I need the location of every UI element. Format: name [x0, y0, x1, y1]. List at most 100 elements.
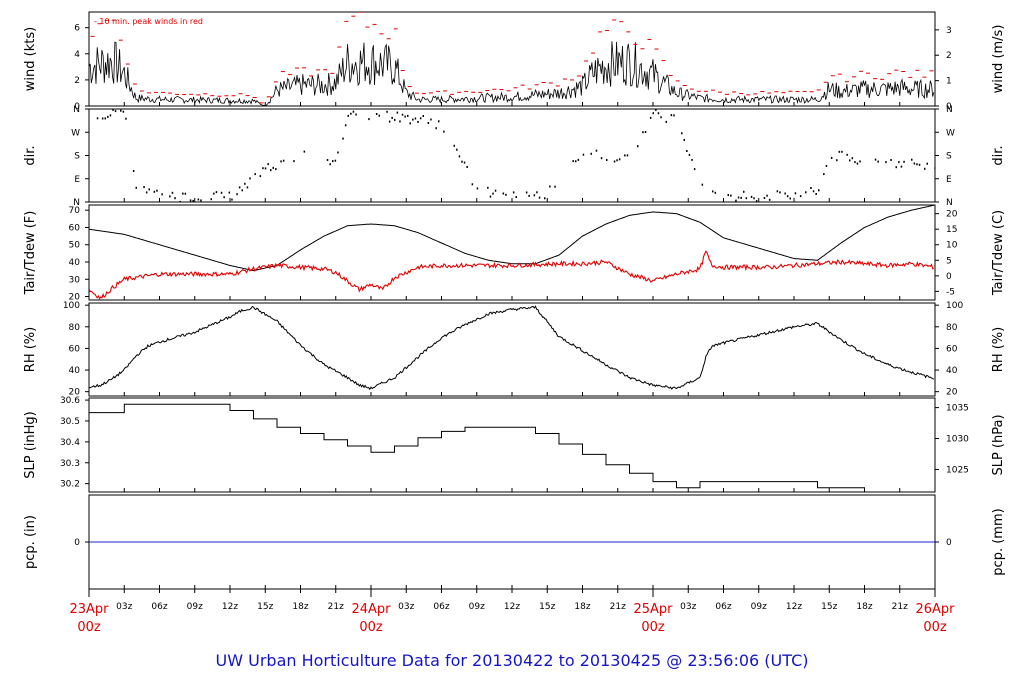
direction-point: [241, 189, 243, 192]
time-tick-label: 21z: [892, 602, 908, 612]
direction-point: [153, 190, 156, 193]
right-axis-label: wind (m/s): [991, 25, 1006, 94]
time-tick-label: 15z: [257, 602, 273, 612]
direction-point: [714, 191, 717, 194]
direction-point: [244, 182, 246, 185]
direction-point: [575, 160, 577, 163]
left-tick-label: S: [74, 152, 80, 162]
time-tick-label: 12z: [786, 602, 802, 612]
direction-point: [332, 160, 334, 163]
time-tick-label: 12z: [222, 602, 238, 612]
direction-point: [505, 193, 507, 196]
direction-point: [613, 160, 616, 163]
time-tick-label: 15z: [821, 602, 837, 612]
right-tick-label: N: [946, 105, 953, 115]
right-tick-label: 5: [946, 256, 952, 266]
direction-point: [264, 167, 267, 170]
direction-point: [836, 159, 838, 162]
direction-point: [644, 131, 647, 133]
time-tick-label: 12z: [504, 602, 520, 612]
direction-point: [396, 111, 399, 114]
direction-point: [805, 191, 807, 194]
direction-point: [637, 145, 639, 148]
direction-point: [515, 196, 517, 198]
direction-point: [745, 197, 748, 200]
direction-point: [104, 117, 106, 120]
direction-point: [422, 115, 424, 117]
direction-point: [272, 166, 274, 169]
direction-point: [179, 200, 181, 202]
direction-point: [174, 197, 176, 200]
direction-point: [417, 120, 419, 123]
left-tick-label: W: [71, 128, 80, 138]
date-time-label: 00z: [359, 620, 383, 635]
direction-point: [456, 148, 458, 151]
date-time-label: 00z: [641, 620, 665, 635]
direction-point: [779, 191, 781, 194]
left-tick-label: 80: [69, 323, 81, 333]
panel-slp: 30.2 30.3 30.4 30.5 30.6 1025 1030 1035 SLP (inH…: [23, 396, 1006, 493]
direction-point: [249, 177, 251, 180]
direction-point: [453, 144, 455, 147]
direction-point: [259, 175, 262, 178]
direction-point: [683, 138, 685, 141]
direction-point: [712, 190, 714, 193]
panel-frame: [88, 11, 936, 107]
direction-point: [670, 114, 673, 117]
direction-point: [727, 194, 729, 197]
direction-point: [766, 194, 768, 197]
direction-point: [846, 153, 848, 156]
direction-point: [401, 113, 404, 116]
air-temperature-line: [89, 205, 934, 272]
plot-area-temperature: [89, 205, 935, 300]
direction-point: [200, 199, 202, 202]
direction-point: [786, 195, 789, 198]
direction-point: [652, 112, 654, 115]
direction-point: [107, 115, 109, 118]
right-tick-label: 3: [946, 26, 952, 36]
direction-point: [900, 165, 903, 168]
direction-point: [794, 192, 797, 195]
left-axis-label: Tair/Tdew (F): [23, 211, 38, 296]
time-tick-label: 21z: [328, 602, 344, 612]
direction-point: [502, 192, 505, 195]
direction-point: [352, 110, 355, 113]
left-axis-label: pcp. (in): [23, 515, 38, 569]
date-time-label: 00z: [77, 620, 101, 635]
time-tick-label: 03z: [680, 602, 696, 612]
panel-frame: [88, 108, 936, 203]
left-tick-label: 60: [69, 223, 81, 233]
chart-title: UW Urban Horticulture Data for 20130422 …: [216, 651, 809, 670]
left-tick-label: 60: [69, 344, 81, 354]
direction-point: [169, 195, 171, 198]
direction-point: [618, 158, 621, 161]
direction-point: [735, 199, 737, 202]
direction-point: [466, 166, 468, 168]
direction-point: [854, 161, 856, 164]
direction-point: [528, 194, 530, 197]
time-tick-label: 06z: [715, 602, 731, 612]
direction-point: [926, 162, 928, 165]
direction-point: [874, 158, 877, 161]
right-tick-label: W: [946, 128, 955, 138]
left-tick-label: E: [74, 175, 80, 185]
right-tick-label: 20: [946, 210, 958, 220]
direction-point: [368, 118, 370, 121]
direction-point: [494, 189, 497, 192]
humidity-line: [89, 305, 935, 391]
direction-point: [347, 114, 349, 117]
direction-point: [236, 193, 238, 196]
direction-point: [838, 150, 841, 153]
left-tick-label: 30.2: [60, 480, 80, 490]
direction-point: [280, 160, 282, 163]
direction-point: [344, 124, 347, 127]
right-tick-label: 1025: [946, 465, 969, 475]
left-tick-label: N: [73, 198, 80, 208]
direction-point: [412, 118, 414, 121]
direction-point: [171, 191, 174, 194]
left-axis-label: dir.: [23, 145, 38, 165]
direction-point: [388, 120, 391, 123]
direction-point: [223, 196, 225, 199]
